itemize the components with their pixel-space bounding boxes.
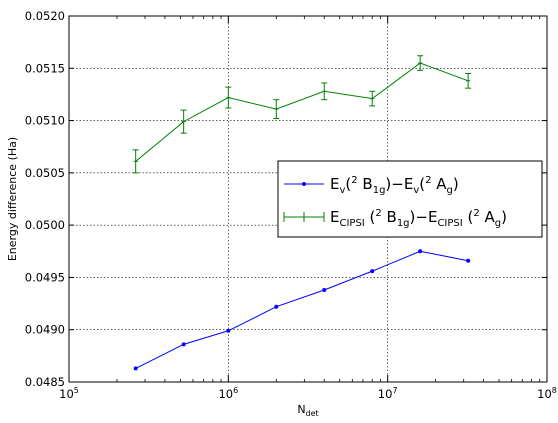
x-axis-label-sub: det	[306, 409, 319, 418]
x-axis-label: Ndet	[297, 403, 318, 418]
legend-label-ev: Ev(2 B1g)−Ev(2 Ag)	[330, 175, 459, 196]
x-tick-label-exponent: 5	[74, 386, 79, 395]
x-tick-label-base: 10	[537, 387, 552, 401]
x-axis-label-base: N	[297, 403, 305, 416]
y-tick-label: 0.0520	[25, 9, 65, 23]
legend-label-ecipsi-sub-1: CIPSI	[339, 218, 364, 229]
x-tick-label-base: 10	[378, 387, 393, 401]
legend-entry-ev: Ev(2 B1g)−Ev(2 Ag)	[284, 175, 459, 196]
x-tick-label-exponent: 6	[233, 386, 238, 395]
y-tick-label: 0.0495	[25, 270, 65, 284]
y-tick-label: 0.0510	[25, 114, 65, 128]
legend-label-ev-sub-2: v	[413, 185, 419, 196]
legend-box	[277, 160, 543, 238]
data-point	[181, 342, 186, 347]
series-line-0	[135, 250, 469, 369]
y-tick-label: 0.0485	[25, 375, 65, 389]
y-tick-label: 0.0490	[25, 323, 65, 337]
series-line-1	[135, 62, 469, 162]
data-point	[466, 258, 471, 263]
x-tick-label: 105	[59, 386, 79, 401]
data-point	[274, 304, 279, 309]
x-tick-label: 107	[378, 386, 398, 401]
series-layer	[132, 55, 472, 371]
x-tick-label-base: 10	[218, 387, 233, 401]
x-tick-label: 108	[537, 386, 557, 401]
x-tick-label: 106	[218, 386, 238, 401]
data-point	[370, 269, 375, 274]
legend-label-ecipsi-sub-2: CIPSI	[437, 218, 462, 229]
plot-frame	[68, 15, 548, 383]
data-point	[418, 249, 423, 254]
legend-label-ecipsi: ECIPSI (2 B1g)−ECIPSI (2 Ag)	[330, 208, 507, 229]
legend-label-ev-sub-1: v	[339, 185, 345, 196]
y-tick-label: 0.0515	[25, 61, 65, 75]
data-point	[226, 328, 231, 333]
legend: Ev(2 B1g)−Ev(2 Ag) ECIPSI (2 B1g)−ECIPSI…	[277, 160, 543, 238]
y-tick-label: 0.0505	[25, 166, 65, 180]
x-tick-label-exponent: 7	[392, 386, 397, 395]
data-point	[322, 287, 327, 292]
x-tick-label-exponent: 8	[552, 386, 557, 395]
data-point	[133, 366, 138, 371]
x-tick-label-base: 10	[59, 387, 74, 401]
y-tick-label: 0.0500	[25, 218, 65, 232]
axis-ticks: 0.0485 0.0490 0.0495 0.0500 0.0505 0.0510 0.05…	[25, 9, 557, 401]
y-axis-label: Energy difference (Ha)	[6, 137, 19, 261]
legend-entry-ecipsi: ECIPSI (2 B1g)−ECIPSI (2 Ag)	[283, 208, 507, 229]
legend-marker-ev	[302, 182, 306, 186]
